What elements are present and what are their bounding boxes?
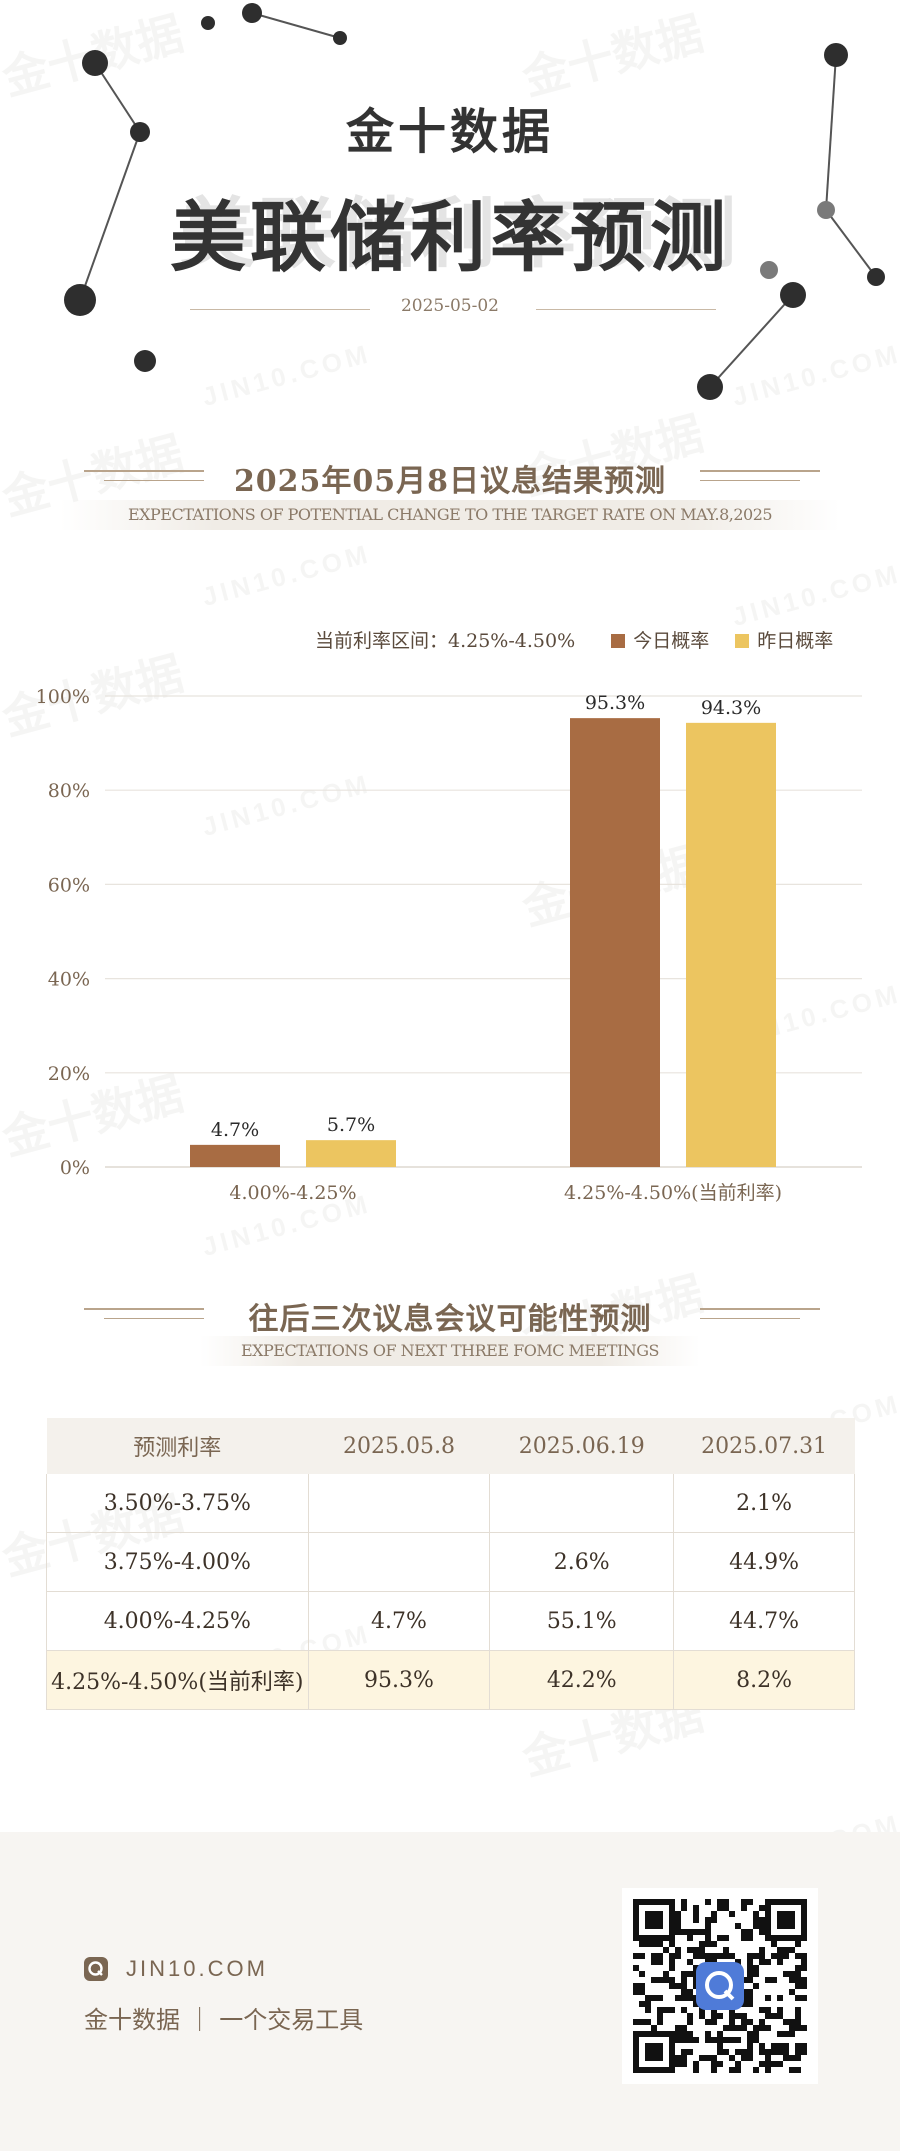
table-header-cell: 预测利率: [46, 1418, 309, 1474]
qr-code-icon: [622, 1888, 818, 2084]
section2-deco-right-2: [700, 1318, 800, 1319]
section1-deco-left-2: [104, 480, 204, 481]
section2-subtitle: EXPECTATIONS OF NEXT THREE FOMC MEETINGS: [240, 1341, 660, 1360]
legend-item-today: 今日概率: [611, 630, 709, 652]
date-divider-right: [536, 309, 716, 310]
table-header-row: 预测利率 2025.05.8 2025.06.19 2025.07.31: [46, 1418, 855, 1474]
date-divider-left: [190, 309, 370, 310]
rate-range-cell: 3.50%-3.75%: [46, 1474, 309, 1533]
probability-cell: 2.6%: [489, 1532, 675, 1592]
bar-today: [190, 1144, 280, 1167]
jin10-logo-icon: [84, 1957, 108, 1981]
chart-legend: 当前利率区间：4.25%-4.50% 今日概率 昨日概率: [315, 626, 833, 653]
data-label: 5.7%: [327, 1114, 375, 1136]
footer-tagline: 金十数据 ｜ 一个交易工具: [84, 2006, 364, 2034]
section2-deco-left-2: [104, 1318, 204, 1319]
table-row: 3.50%-3.75% 2.1%: [46, 1474, 855, 1533]
bar-yesterday: [306, 1140, 396, 1167]
probability-cell: 8.2%: [673, 1650, 855, 1710]
section2-title: 往后三次议息会议可能性预测: [248, 1302, 652, 1337]
probability-cell: 95.3%: [308, 1650, 491, 1710]
probability-cell: 44.9%: [673, 1532, 855, 1592]
probability-cell: 55.1%: [489, 1591, 675, 1651]
legend-label-today: 今日概率: [633, 630, 710, 652]
probability-cell: 2.1%: [673, 1474, 855, 1533]
section1-title: 2025年05月8日议息结果预测: [233, 464, 667, 499]
legend-item-yesterday: 昨日概率: [735, 630, 833, 652]
y-tick-label: 20%: [48, 1063, 90, 1085]
section2-subtitle-band: [200, 1336, 700, 1366]
data-label: 95.3%: [585, 692, 645, 714]
bar-today: [570, 718, 660, 1167]
fomc-forecast-table: 预测利率 2025.05.8 2025.06.19 2025.07.31 3.5…: [46, 1418, 855, 1710]
brand-title: 金十数据: [345, 104, 554, 160]
probability-cell: 44.7%: [673, 1591, 855, 1651]
rate-range-cell: 4.00%-4.25%: [46, 1591, 309, 1651]
legend-label-yesterday: 昨日概率: [757, 630, 834, 652]
current-range-label: 当前利率区间：4.25%-4.50%: [315, 630, 576, 652]
section2-deco-right: [700, 1308, 820, 1310]
table-header-cell: 2025.06.19: [489, 1418, 674, 1474]
y-tick-label: 0%: [60, 1157, 90, 1179]
bar-yesterday: [686, 722, 776, 1167]
page-title: 美联储利率预测: [170, 193, 730, 282]
table-row-current-rate: 4.25%-4.50%(当前利率) 95.3% 42.2% 8.2%: [46, 1650, 855, 1710]
section1-deco-right: [700, 470, 820, 472]
rate-range-cell: 4.25%-4.50%(当前利率): [46, 1650, 309, 1710]
section1-subtitle-band: [60, 500, 840, 530]
y-tick-label: 100%: [36, 686, 90, 708]
section1-deco-left: [84, 470, 204, 472]
data-label: 4.7%: [211, 1119, 259, 1141]
constellation-decoration: [64, 3, 885, 400]
y-tick-label: 60%: [48, 874, 90, 896]
data-label: 94.3%: [701, 697, 761, 719]
report-date: 2025-05-02: [400, 296, 499, 316]
rate-range-cell: 3.75%-4.00%: [46, 1532, 309, 1592]
y-tick-label: 80%: [48, 780, 90, 802]
probability-cell: [489, 1474, 675, 1533]
x-tick-label: 4.00%-4.25%: [229, 1182, 356, 1204]
probability-cell: 4.7%: [308, 1591, 491, 1651]
y-tick-label: 40%: [48, 969, 90, 991]
table-row: 4.00%-4.25% 4.7% 55.1% 44.7%: [46, 1591, 855, 1651]
section2-deco-left: [84, 1308, 204, 1310]
probability-cell: [308, 1474, 491, 1533]
section1-subtitle: EXPECTATIONS OF POTENTIAL CHANGE TO THE …: [127, 505, 773, 524]
table-row: 3.75%-4.00% 2.6% 44.9%: [46, 1532, 855, 1592]
legend-swatch-today: [611, 634, 626, 648]
section1-deco-right-2: [700, 480, 800, 481]
probability-cell: [308, 1532, 491, 1592]
site-name: JIN10.COM: [126, 1956, 268, 1981]
legend-swatch-yesterday: [735, 634, 750, 648]
probability-cell: 42.2%: [489, 1650, 675, 1710]
probability-bar-chart: 0% 20% 40% 60% 80% 100% 4.7% 95.3% 5.7% 94.3% 4.00…: [36, 686, 862, 1204]
x-tick-label: 4.25%-4.50%(当前利率): [564, 1182, 782, 1204]
table-header-cell: 2025.05.8: [308, 1418, 490, 1474]
table-header-cell: 2025.07.31: [673, 1418, 855, 1474]
